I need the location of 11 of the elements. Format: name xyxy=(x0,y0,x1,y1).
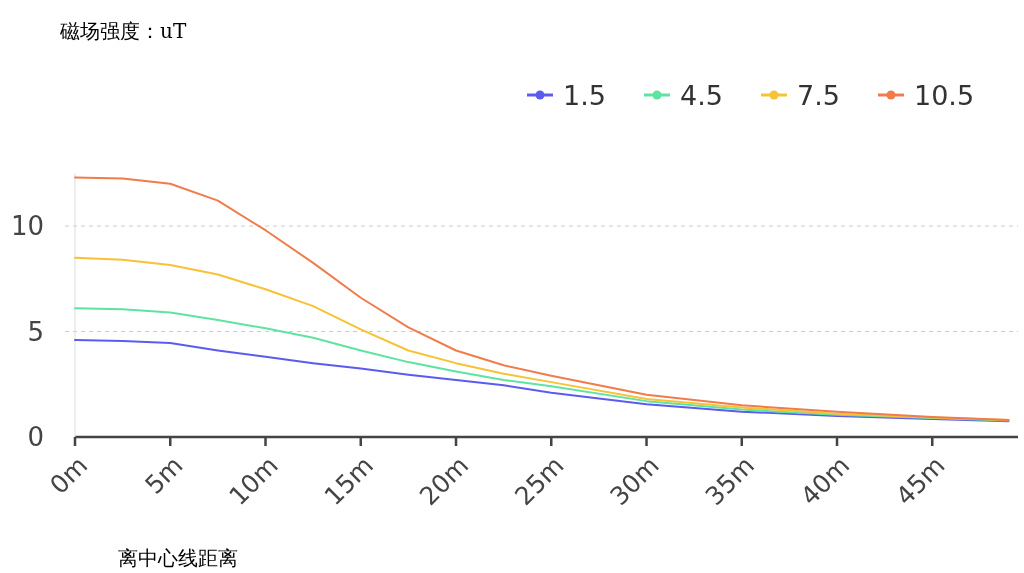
y-tick-label: 0 xyxy=(27,422,44,452)
x-tick-label: 0m xyxy=(44,450,94,500)
x-axis-title: 离中心线距离 xyxy=(118,546,238,570)
x-tick-label: 5m xyxy=(139,450,189,500)
legend-label: 10.5 xyxy=(914,80,975,111)
legend-label: 1.5 xyxy=(563,80,606,111)
chart-title: 磁场强度：uT xyxy=(59,19,187,43)
y-tick-label: 10 xyxy=(10,211,44,241)
legend-label: 7.5 xyxy=(797,80,840,111)
y-tick-label: 5 xyxy=(27,316,44,347)
legend-label: 4.5 xyxy=(680,80,723,111)
